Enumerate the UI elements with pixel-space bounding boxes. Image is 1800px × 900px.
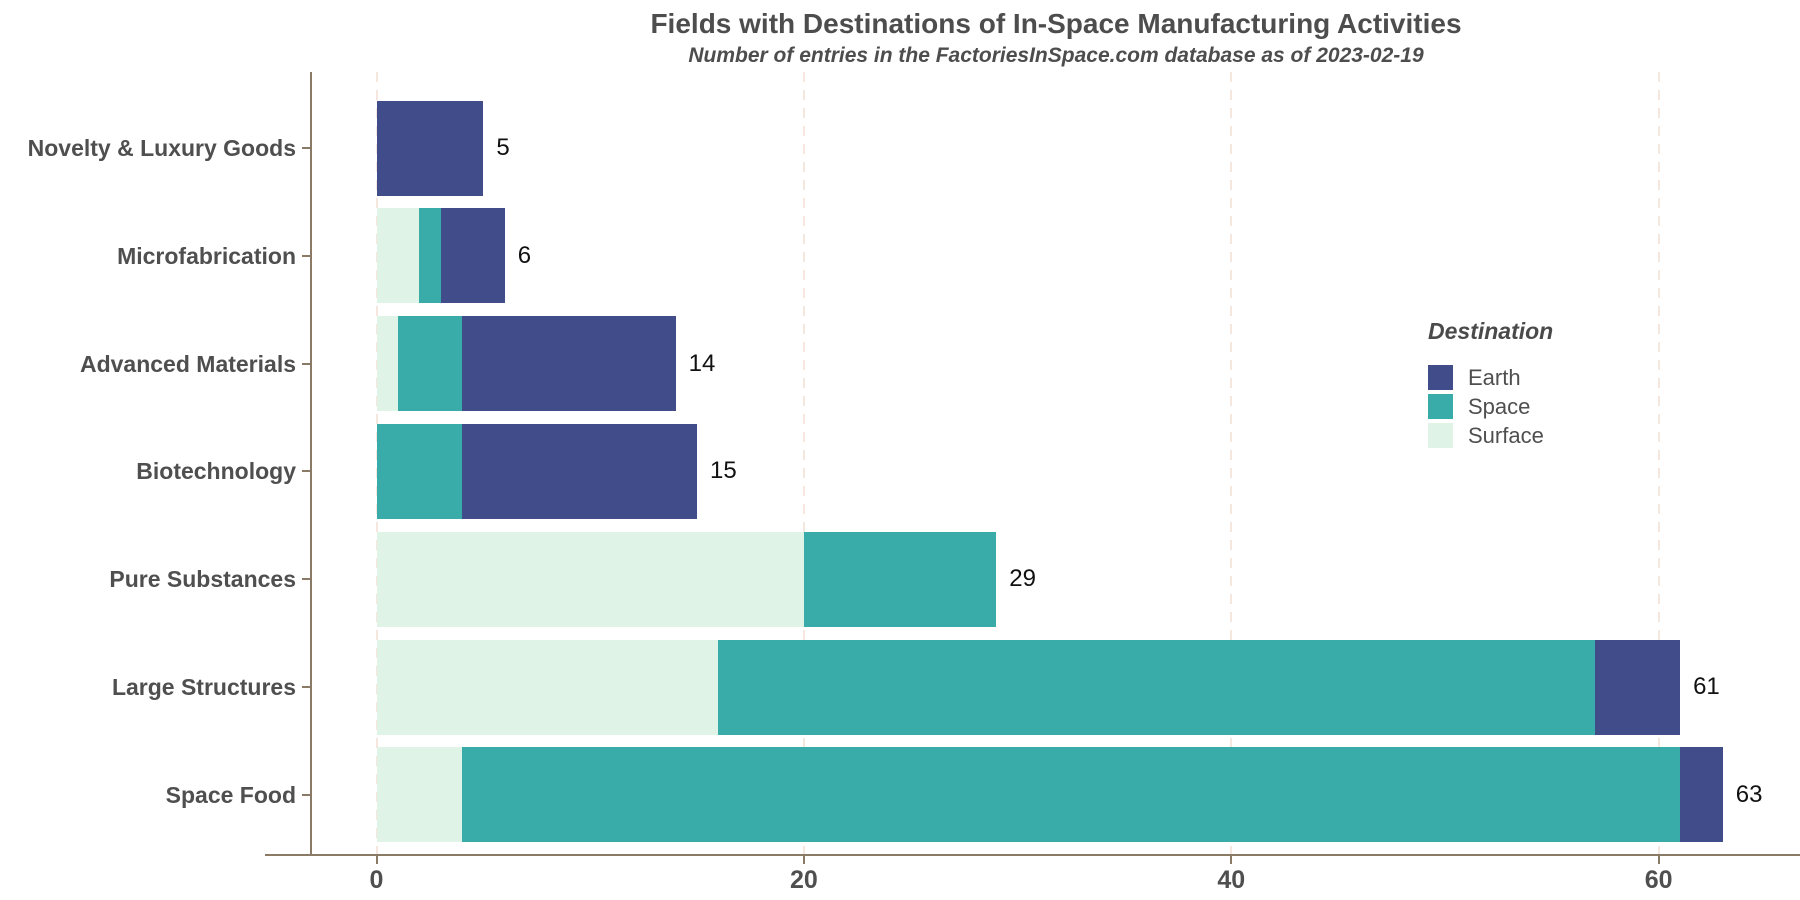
- bar-segment-surface: [376, 747, 462, 843]
- y-axis-label: Advanced Materials: [79, 350, 296, 377]
- legend-title: Destination: [1428, 318, 1554, 344]
- y-axis-tick: [302, 362, 310, 365]
- legend: Destination Earth Space Surface: [1428, 318, 1553, 450]
- bar-segment-earth: [1594, 639, 1681, 735]
- bar-segment-space: [461, 747, 1681, 843]
- bar-segment-earth: [461, 316, 676, 412]
- bar-segment-surface: [376, 639, 719, 735]
- legend-entry-label: Surface: [1468, 423, 1544, 448]
- y-axis-label: Biotechnology: [136, 458, 296, 485]
- y-axis-label: Novelty & Luxury Goods: [27, 135, 296, 161]
- legend-swatch-earth: [1428, 365, 1453, 390]
- legend-swatch-surface: [1428, 423, 1453, 448]
- legend-entries: Earth Space Surface: [1428, 363, 1553, 450]
- x-axis-line: [265, 854, 1800, 856]
- x-axis-tick: [1230, 856, 1233, 864]
- bar-segment-earth: [1680, 747, 1723, 843]
- bar-segment-surface: [376, 531, 804, 627]
- y-axis-line: [310, 72, 312, 856]
- y-axis-tick: [302, 470, 310, 473]
- y-axis-label: Microfabrication: [117, 242, 296, 269]
- bar-value-label: 15: [710, 457, 737, 485]
- x-axis-tick: [375, 856, 378, 864]
- gridline-x-20: [802, 72, 805, 854]
- legend-entry: Earth: [1428, 363, 1553, 392]
- legend-entry: Surface: [1428, 421, 1553, 450]
- x-axis-tick-label: 60: [1644, 866, 1673, 894]
- bar-segment-space: [419, 208, 441, 304]
- x-axis-tick: [802, 856, 805, 864]
- y-axis-tick: [302, 686, 310, 688]
- y-axis-label: Large Structures: [111, 674, 296, 700]
- y-axis-tick: [302, 793, 310, 796]
- y-axis-tick: [302, 147, 310, 149]
- y-axis-label: Space Food: [165, 781, 296, 808]
- y-axis-label: Pure Substances: [109, 566, 296, 593]
- bar-segment-space: [397, 316, 462, 412]
- gridline-x-60: [1657, 72, 1660, 854]
- bar-value-label: 14: [688, 349, 716, 377]
- legend-entry-label: Earth: [1468, 365, 1521, 390]
- y-axis-tick: [302, 578, 310, 581]
- x-axis-tick-label: 40: [1217, 866, 1246, 894]
- bar-segment-space: [718, 639, 1595, 735]
- y-axis-tick: [302, 254, 310, 257]
- chart-title: Fields with Destinations of In-Space Man…: [650, 8, 1462, 39]
- bar-segment-space: [376, 423, 462, 519]
- gridline-x-40: [1230, 72, 1233, 854]
- x-axis-tick: [1657, 856, 1660, 864]
- bar-value-label: 61: [1693, 673, 1720, 700]
- legend-entry-label: Space: [1468, 394, 1531, 419]
- bar-value-label: 5: [496, 134, 510, 161]
- bar-segment-surface: [376, 208, 420, 304]
- x-axis-tick-label: 20: [789, 866, 818, 894]
- bar-segment-earth: [461, 423, 698, 519]
- bar-segment-surface: [376, 316, 398, 412]
- legend-swatch-space: [1428, 394, 1453, 419]
- chart-subtitle: Number of entries in the FactoriesInSpac…: [688, 44, 1424, 67]
- bar-value-label: 29: [1009, 565, 1036, 593]
- bar-value-label: 6: [517, 241, 532, 269]
- x-axis-tick-label: 0: [369, 866, 384, 894]
- bar-segment-earth: [376, 100, 484, 196]
- legend-entry: Space: [1428, 392, 1553, 421]
- bar-value-label: 63: [1735, 780, 1763, 808]
- bar-segment-space: [803, 531, 997, 627]
- bar-segment-earth: [440, 208, 505, 304]
